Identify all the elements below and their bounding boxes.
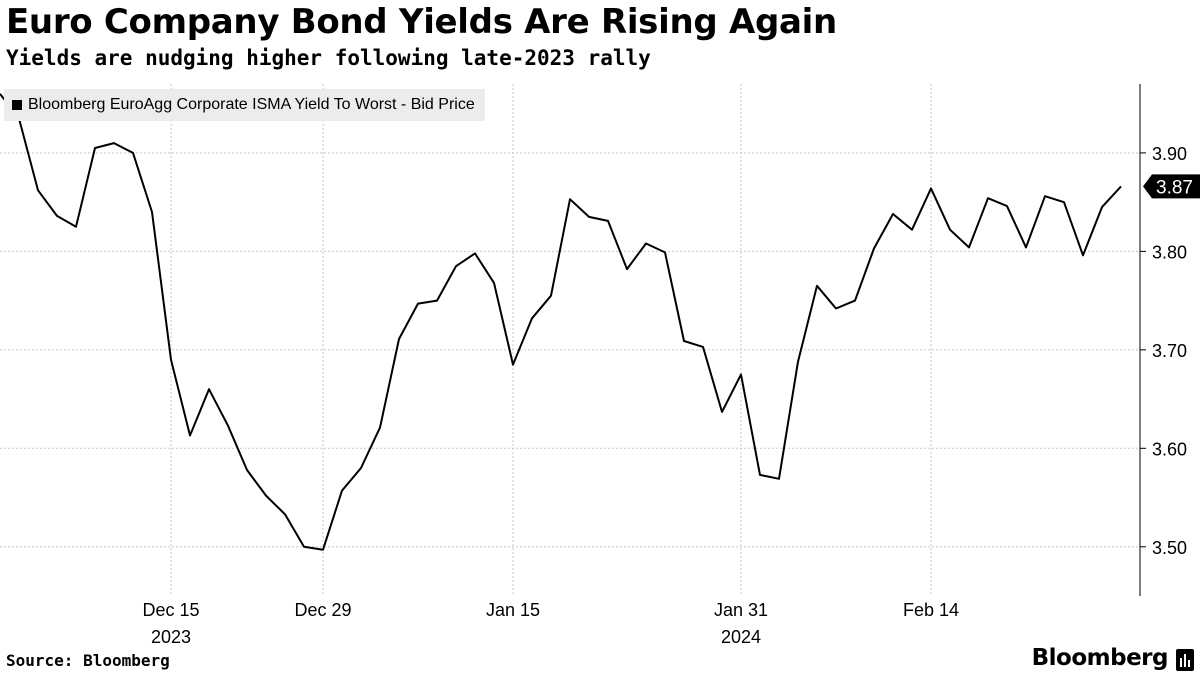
chart-subtitle: Yields are nudging higher following late… <box>6 46 651 70</box>
legend: Bloomberg EuroAgg Corporate ISMA Yield T… <box>4 89 485 121</box>
series-line <box>0 93 1122 551</box>
y-tick-label: 3.50 <box>1152 538 1187 558</box>
last-value-badge <box>1143 174 1200 199</box>
x-tick-label: Dec 15 <box>142 600 199 620</box>
x-year-label: 2023 <box>151 627 191 647</box>
y-tick-label: 3.80 <box>1152 242 1187 262</box>
bloomberg-logo-icon <box>1176 649 1194 671</box>
x-tick-label: Dec 29 <box>294 600 351 620</box>
brand-logo-text: Bloomberg <box>1031 645 1169 671</box>
y-tick-label: 3.60 <box>1152 439 1187 459</box>
legend-swatch <box>12 100 22 110</box>
x-tick-label: Feb 14 <box>903 600 959 620</box>
last-value-label: 3.87 <box>1156 177 1193 198</box>
chart-title: Euro Company Bond Yields Are Rising Agai… <box>6 2 837 42</box>
y-tick-label: 3.70 <box>1152 341 1187 361</box>
legend-label: Bloomberg EuroAgg Corporate ISMA Yield T… <box>28 96 475 113</box>
source-note: Source: Bloomberg <box>6 651 170 670</box>
x-tick-label: Jan 15 <box>486 600 540 620</box>
y-tick-label: 3.90 <box>1152 144 1187 164</box>
x-tick-label: Jan 31 <box>714 600 768 620</box>
x-year-label: 2024 <box>721 627 761 647</box>
